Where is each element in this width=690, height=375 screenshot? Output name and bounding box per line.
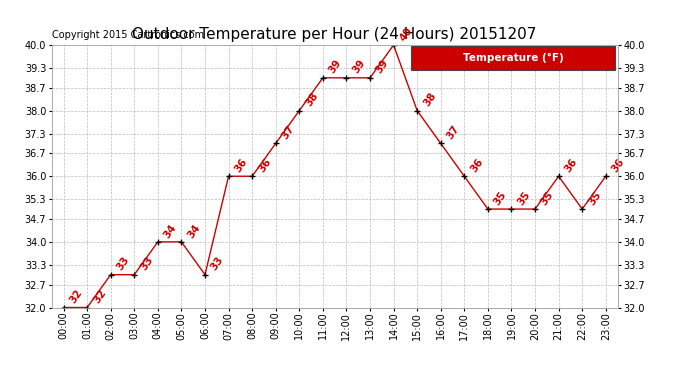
Text: 33: 33 [139,255,155,273]
Text: 36: 36 [469,156,485,174]
Text: 38: 38 [304,91,320,108]
Text: 37: 37 [445,123,462,141]
Text: 34: 34 [162,222,179,240]
Text: 32: 32 [91,288,108,305]
Title: Outdoor Temperature per Hour (24 Hours) 20151207: Outdoor Temperature per Hour (24 Hours) … [132,27,537,42]
Text: Copyright 2015 Cartronics.com: Copyright 2015 Cartronics.com [52,30,204,40]
Text: 33: 33 [115,255,131,273]
Text: 34: 34 [186,222,202,240]
FancyBboxPatch shape [411,46,615,70]
Text: Temperature (°F): Temperature (°F) [462,53,563,63]
Text: 40: 40 [397,25,414,43]
Text: 36: 36 [233,156,249,174]
Text: 35: 35 [586,189,603,207]
Text: 33: 33 [209,255,226,273]
Text: 39: 39 [374,58,391,76]
Text: 37: 37 [280,123,297,141]
Text: 35: 35 [515,189,532,207]
Text: 38: 38 [422,91,438,108]
Text: 36: 36 [563,156,580,174]
Text: 35: 35 [492,189,509,207]
Text: 39: 39 [327,58,344,76]
Text: 36: 36 [256,156,273,174]
Text: 35: 35 [539,189,555,207]
Text: 32: 32 [68,288,84,305]
Text: 39: 39 [351,58,367,76]
Text: 36: 36 [610,156,627,174]
